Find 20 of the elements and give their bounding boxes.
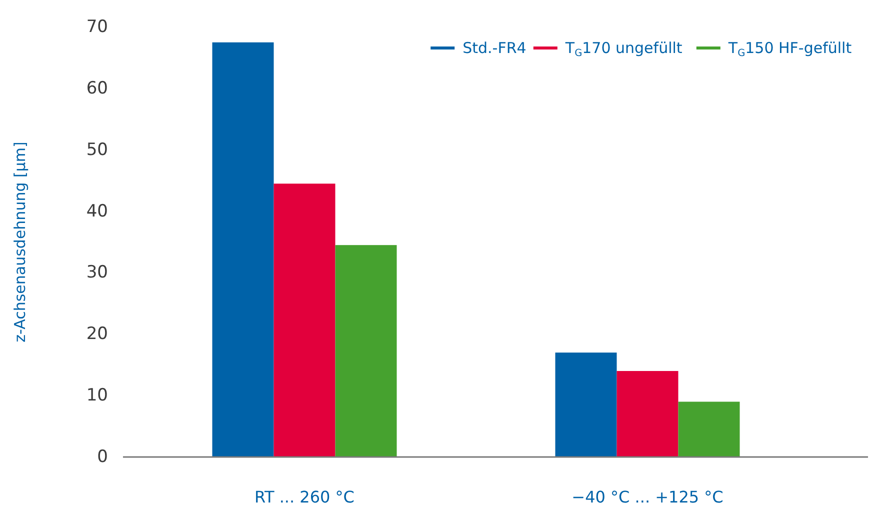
bar <box>616 371 678 457</box>
y-tick-label: 20 <box>86 324 108 344</box>
legend-label: T$_{G}$170 ungefüllt <box>564 39 682 59</box>
bar <box>274 184 336 457</box>
bar <box>335 245 397 457</box>
bar <box>555 352 617 457</box>
x-tick-label: RT ... 260 °C <box>254 488 354 506</box>
y-tick-label: 70 <box>86 17 108 37</box>
bar <box>678 402 740 457</box>
y-tick-label: 0 <box>97 447 108 467</box>
x-tick-label: −40 °C ... +125 °C <box>572 488 724 506</box>
legend-label: Std.-FR4 <box>462 39 526 57</box>
bar <box>212 42 274 457</box>
y-tick-label: 50 <box>86 140 108 160</box>
y-tick-label: 40 <box>86 201 108 222</box>
y-tick-label: 30 <box>86 262 108 283</box>
y-axis-title: z-Achsenausdehnung [µm] <box>11 142 29 342</box>
y-tick-label: 60 <box>86 78 108 98</box>
legend-label: T$_{G}$150 HF-gefüllt <box>727 39 852 59</box>
y-tick-label: 10 <box>86 386 108 406</box>
